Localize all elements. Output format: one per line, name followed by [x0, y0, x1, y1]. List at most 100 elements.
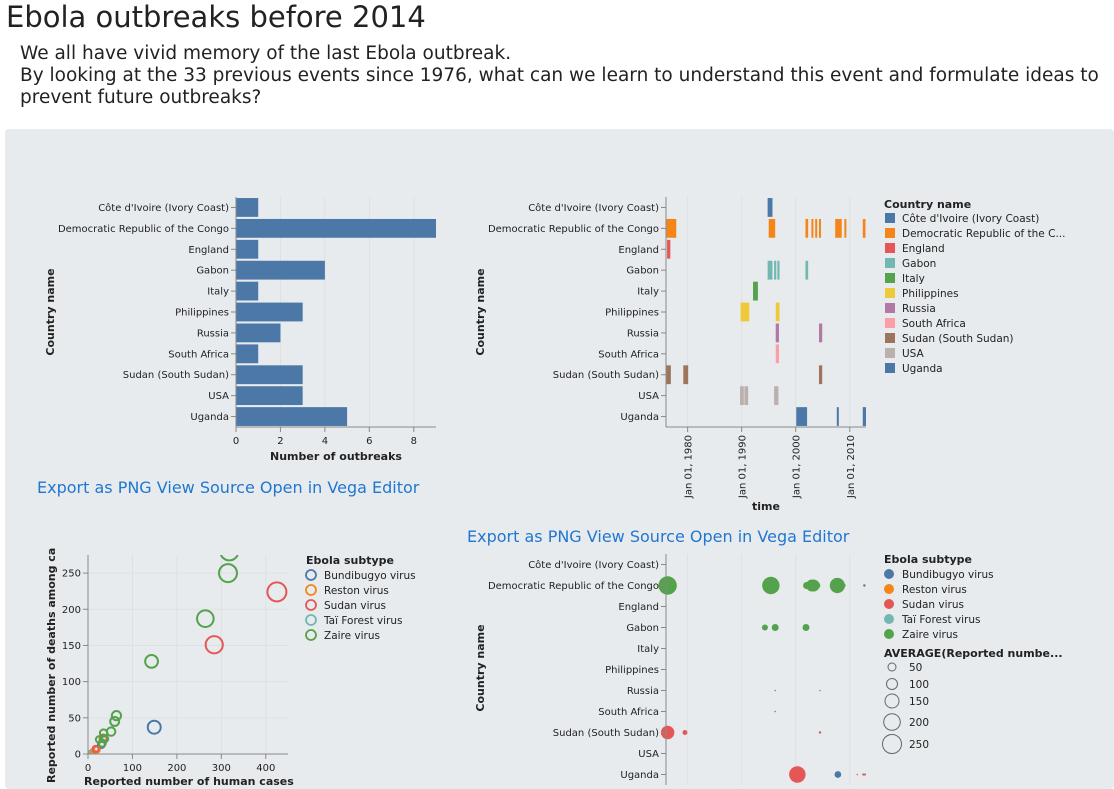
chart2-actions: Export as PNG View Source Open in Vega E… [467, 527, 849, 546]
event-bar [666, 365, 671, 385]
scatter-point [110, 710, 123, 722]
y-tick-label: Sudan (South Sudan) [553, 370, 659, 381]
y-tick-label: Philippines [605, 308, 659, 319]
legend-label: Bundibugyo virus [324, 570, 416, 582]
y-tick-label: Côte d'Ivoire (Ivory Coast) [528, 202, 659, 214]
legend-symbol [884, 629, 894, 639]
legend-swatch [885, 288, 895, 298]
y-tick-label: Democratic Republic of the Congo [488, 581, 659, 592]
event-bar [740, 302, 750, 322]
legend-symbol [305, 614, 317, 626]
view-source-link[interactable]: View Source [156, 478, 255, 497]
event-bar [775, 302, 780, 322]
y-tick-label: Uganda [620, 770, 659, 781]
event-bar [767, 198, 773, 217]
scatter-point [105, 726, 117, 737]
y-tick-label: South Africa [598, 349, 659, 360]
size-legend-label: 150 [909, 696, 929, 708]
event-bar [862, 218, 866, 238]
scatter-point [146, 719, 162, 735]
bar [236, 239, 259, 259]
bubble [818, 731, 822, 734]
bar [236, 218, 436, 238]
event-bar [805, 218, 809, 238]
bar [236, 323, 281, 343]
bubble [682, 730, 688, 735]
y-tick-label: 50 [68, 713, 81, 724]
legend-swatch [885, 228, 895, 238]
scatter-point [218, 563, 238, 584]
bubble [863, 773, 867, 776]
y-tick-label: Gabon [626, 623, 659, 634]
legend-label: Democratic Republic of the C... [902, 228, 1065, 240]
event-bar [836, 407, 839, 426]
y-axis-title: Country name [474, 624, 487, 711]
y-tick-label: Philippines [605, 665, 659, 676]
y-tick-label: USA [208, 391, 229, 402]
size-legend-title: AVERAGE(Reported numbe... [884, 647, 1063, 660]
y-tick-label: 0 [75, 750, 81, 761]
x-axis-title: Reported number of human cases [84, 775, 294, 788]
bar [236, 302, 303, 322]
event-bar [775, 323, 779, 343]
open-vega-editor-link[interactable]: Open in Vega Editor [689, 527, 850, 546]
legend-label: Gabon [902, 258, 936, 270]
bubble [774, 689, 776, 692]
event-bar [818, 323, 823, 343]
size-legend-symbol [883, 713, 901, 731]
export-png-link[interactable]: Export as PNG [37, 478, 152, 497]
legend-swatch [885, 258, 895, 268]
bubble [819, 689, 821, 692]
y-tick-label: Italy [207, 287, 229, 298]
legend-symbol [305, 569, 317, 581]
view-source-link[interactable]: View Source [586, 527, 685, 546]
open-vega-editor-link[interactable]: Open in Vega Editor [259, 478, 420, 497]
legend-title: Country name [884, 198, 971, 211]
size-legend-symbol [882, 734, 902, 754]
bubble [813, 582, 821, 589]
legend-label: Taï Forest virus [323, 615, 403, 627]
size-legend-symbol [886, 678, 898, 690]
event-bar [815, 218, 818, 238]
event-bar [744, 386, 749, 406]
legend-label: Russia [902, 303, 936, 315]
bubble [658, 576, 677, 595]
legend-label: Sudan virus [324, 600, 386, 612]
legend-title: Ebola subtype [306, 554, 394, 567]
bar [236, 365, 303, 385]
legend-label: Zaire virus [324, 630, 380, 642]
y-axis-title: Reported number of deaths among ca [45, 548, 58, 783]
export-png-link[interactable]: Export as PNG [467, 527, 582, 546]
y-tick-label: Sudan (South Sudan) [123, 370, 229, 381]
size-legend-label: 100 [909, 679, 929, 691]
size-legend-symbol [887, 662, 897, 672]
legend-label: Côte d'Ivoire (Ivory Coast) [902, 213, 1039, 225]
scatter-point [266, 581, 288, 603]
y-tick-label: Uganda [620, 412, 659, 423]
event-bar [775, 344, 779, 364]
legend-swatch [885, 333, 895, 343]
event-bar [768, 218, 776, 238]
page-title: Ebola outbreaks before 2014 [6, 0, 426, 34]
visualization-panel [5, 129, 1114, 789]
scatter-point [94, 735, 104, 744]
bubble [834, 771, 842, 778]
intro-text: We all have vivid memory of the last Ebo… [20, 43, 1100, 109]
legend-symbol [884, 584, 894, 594]
legend-label: Taï Forest virus [901, 614, 981, 626]
legend-symbol [884, 569, 894, 579]
x-tick-label: Jan 01, 2000 [792, 435, 803, 499]
intro-line-2: By looking at the 33 previous events sin… [20, 65, 1099, 108]
bubble [761, 624, 768, 631]
x-tick-label: 100 [123, 763, 142, 774]
event-bar [844, 218, 847, 238]
size-legend-symbol [884, 693, 900, 709]
legend-swatch [885, 318, 895, 328]
x-tick-label: Jan 01, 1980 [684, 435, 695, 499]
y-tick-label: Côte d'Ivoire (Ivory Coast) [98, 202, 229, 214]
bubble [789, 766, 806, 783]
bar [236, 344, 259, 364]
size-legend-label: 200 [909, 717, 929, 729]
x-tick-label: 0 [85, 763, 91, 774]
